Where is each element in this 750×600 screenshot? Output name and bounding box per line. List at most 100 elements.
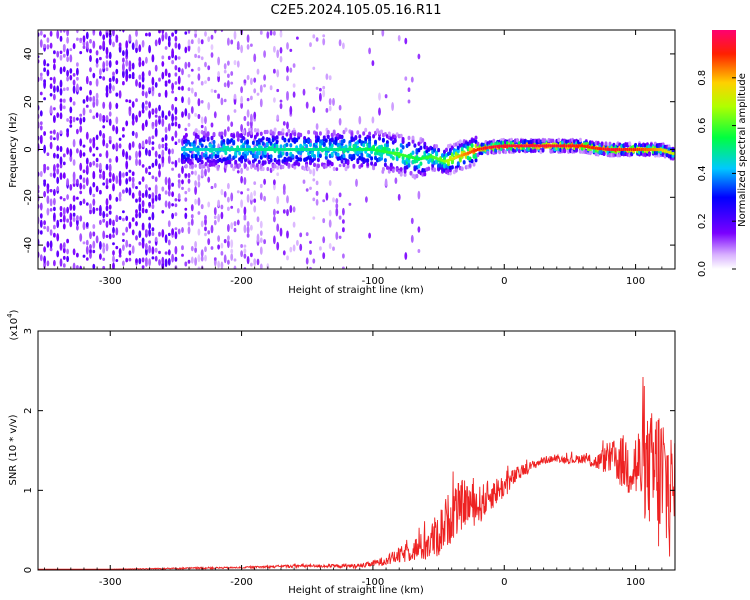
spectrogram-ridge-core: [519, 144, 523, 148]
spectrogram-noise-cell: [269, 30, 273, 36]
spectrogram-noise-cell: [164, 126, 168, 133]
spectrogram-noise-cell: [259, 84, 263, 93]
spectrogram-noise-cell: [125, 178, 129, 185]
spectrogram-noise-cell: [49, 77, 53, 81]
spectrogram-noise-cell: [89, 248, 92, 254]
spectrogram-noise-cell: [102, 34, 106, 41]
spectrogram-noise-cell: [122, 50, 125, 57]
spectrogram-ridge-core: [236, 147, 240, 152]
spectrogram-ridge-cell: [366, 162, 370, 167]
spectrogram-noise-cell: [99, 189, 102, 195]
spectrogram-noise-cell: [108, 204, 112, 210]
spectrogram-ridge-cell: [200, 143, 204, 148]
spectrogram-noise-cell: [250, 262, 253, 267]
spectrogram-noise-cell: [135, 258, 138, 264]
spectrogram-noise-cell: [174, 96, 178, 102]
spectrogram-noise-cell: [266, 31, 270, 39]
x-tick-label: 100: [626, 577, 645, 588]
spectrogram-noise-cell: [230, 121, 234, 127]
spectrogram-noise-cell: [151, 162, 155, 168]
spectrogram-noise-cell: [105, 46, 109, 56]
spectrogram-noise-cell: [207, 238, 211, 246]
spectrogram-ridge-cell: [248, 160, 251, 165]
spectrogram-noise-cell: [312, 106, 316, 113]
spectrogram-noise-cell: [322, 236, 326, 244]
snr-multiplier-base: (x10: [9, 318, 20, 341]
spectrogram-noise-cell: [135, 98, 138, 103]
spectrogram-noise-cell: [122, 239, 125, 242]
spectrogram-noise-cell: [230, 239, 234, 249]
spectrogram-noise-cell: [53, 50, 56, 55]
spectrogram-ridge-cell: [206, 132, 210, 137]
spectrogram-noise-cell: [273, 30, 276, 36]
spectrogram-noise-cell: [138, 74, 142, 80]
spectrogram-noise-cell: [82, 99, 86, 104]
snr-x-axis-label: Height of straight line (km): [288, 585, 424, 596]
spectrogram-noise-cell: [259, 183, 263, 189]
spectrogram-noise-cell: [112, 173, 115, 182]
spectrogram-noise-cell: [197, 211, 201, 215]
spectrogram-ridge-cell: [289, 132, 293, 138]
x-tick-label: -100: [362, 577, 385, 588]
spectrogram-noise-cell: [246, 188, 250, 192]
spectrogram-noise-cell: [243, 177, 247, 185]
spectrogram-noise-cell: [53, 197, 56, 206]
spectrogram-noise-cell: [69, 155, 73, 163]
spectrogram-noise-cell: [174, 81, 178, 85]
spectrogram-ridge-cell: [303, 166, 307, 171]
spectrogram-noise-cell: [118, 197, 122, 202]
spectrogram-noise-cell: [171, 191, 175, 198]
spectrogram-noise-cell: [46, 195, 50, 204]
spectrogram-noise-cell: [171, 228, 175, 236]
spectrogram-ridge-cell: [417, 148, 421, 153]
spectrogram-noise-cell: [141, 164, 145, 168]
spectrogram-ridge-cell: [261, 166, 265, 172]
spectrogram-ridge-core: [255, 147, 259, 152]
spectrogram-noise-cell: [56, 30, 60, 39]
spectrogram-ridge-cell: [423, 172, 427, 177]
spectrogram-noise-cell: [102, 138, 106, 147]
spectrogram-noise-cell: [197, 266, 201, 269]
spectrogram-noise-cell: [292, 206, 296, 213]
spectrogram-noise-cell: [154, 184, 158, 191]
spectrogram-noise-cell: [240, 250, 244, 258]
spectrogram-ridge-cell: [259, 131, 263, 136]
spectrogram-noise-cell: [227, 80, 230, 89]
spectrogram-noise-cell: [273, 68, 276, 74]
spectrogram-noise-cell: [210, 52, 214, 58]
spectrogram-noise-cell: [69, 124, 73, 128]
spectrogram-noise-cell: [99, 30, 102, 37]
spectrogram-noise-cell: [404, 37, 408, 45]
spectrogram-noise-cell: [171, 122, 175, 127]
spectrogram-ridge-cell: [419, 145, 423, 150]
spectrogram-ridge-cell: [238, 151, 242, 156]
y-tick-label: 2: [23, 407, 34, 413]
spectrogram-noise-cell: [115, 155, 119, 163]
spectrogram-noise-cell: [79, 200, 83, 206]
spectrogram-noise-cell: [99, 162, 102, 171]
spectrogram-noise-cell: [102, 230, 106, 240]
spectrogram-noise-cell: [59, 156, 63, 165]
spectrogram-noise-cell: [171, 113, 175, 123]
spectrogram-noise-cell: [309, 42, 312, 47]
spectrogram-noise-cell: [53, 129, 56, 135]
spectrogram-noise-cell: [167, 55, 171, 61]
spectrogram-ridge-cell: [492, 138, 496, 144]
spectrogram-ridge-cell: [324, 155, 328, 160]
spectrogram-noise-cell: [115, 227, 119, 236]
spectrogram-noise-cell: [62, 66, 66, 73]
spectrogram-ridge-cell: [318, 153, 322, 158]
spectrogram-noise-cell: [259, 192, 263, 201]
spectrogram-noise-cell: [217, 71, 221, 77]
spectrogram-ridge-cell: [330, 151, 334, 157]
spectrogram-noise-cell: [181, 85, 184, 91]
spectrogram-noise-cell: [99, 173, 102, 179]
spectrogram-noise-cell: [76, 37, 79, 41]
spectrogram-noise-cell: [240, 86, 244, 94]
spectrogram-ridge-cell: [299, 157, 303, 162]
spectrogram-noise-cell: [92, 170, 96, 180]
spectrogram-noise-cell: [76, 83, 79, 93]
spectrogram-noise-cell: [142, 22, 145, 30]
spectrogram-noise-cell: [223, 129, 227, 137]
spectrogram-ridge-cell: [246, 140, 249, 145]
